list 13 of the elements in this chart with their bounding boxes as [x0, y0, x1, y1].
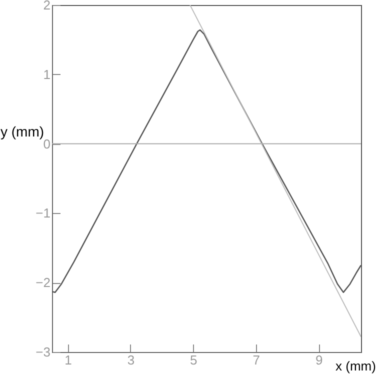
- y-axis-title: y (mm): [0, 124, 44, 140]
- y-tick-label: −1: [36, 206, 50, 221]
- y-tick-label: 0: [43, 136, 50, 152]
- y-tick-label: −2: [36, 275, 50, 290]
- x-tick-label: 9: [316, 352, 323, 368]
- x-tick-label: 3: [127, 352, 135, 368]
- y-tick-label: −3: [36, 344, 50, 360]
- x-tick-label: 1: [64, 352, 72, 368]
- x-axis-title: x (mm): [336, 358, 376, 374]
- x-tick-label: 7: [252, 352, 260, 368]
- y-tick-label: 2: [43, 0, 50, 12]
- x-tick-label: 5: [190, 352, 198, 368]
- y-tick-label: 1: [43, 66, 50, 82]
